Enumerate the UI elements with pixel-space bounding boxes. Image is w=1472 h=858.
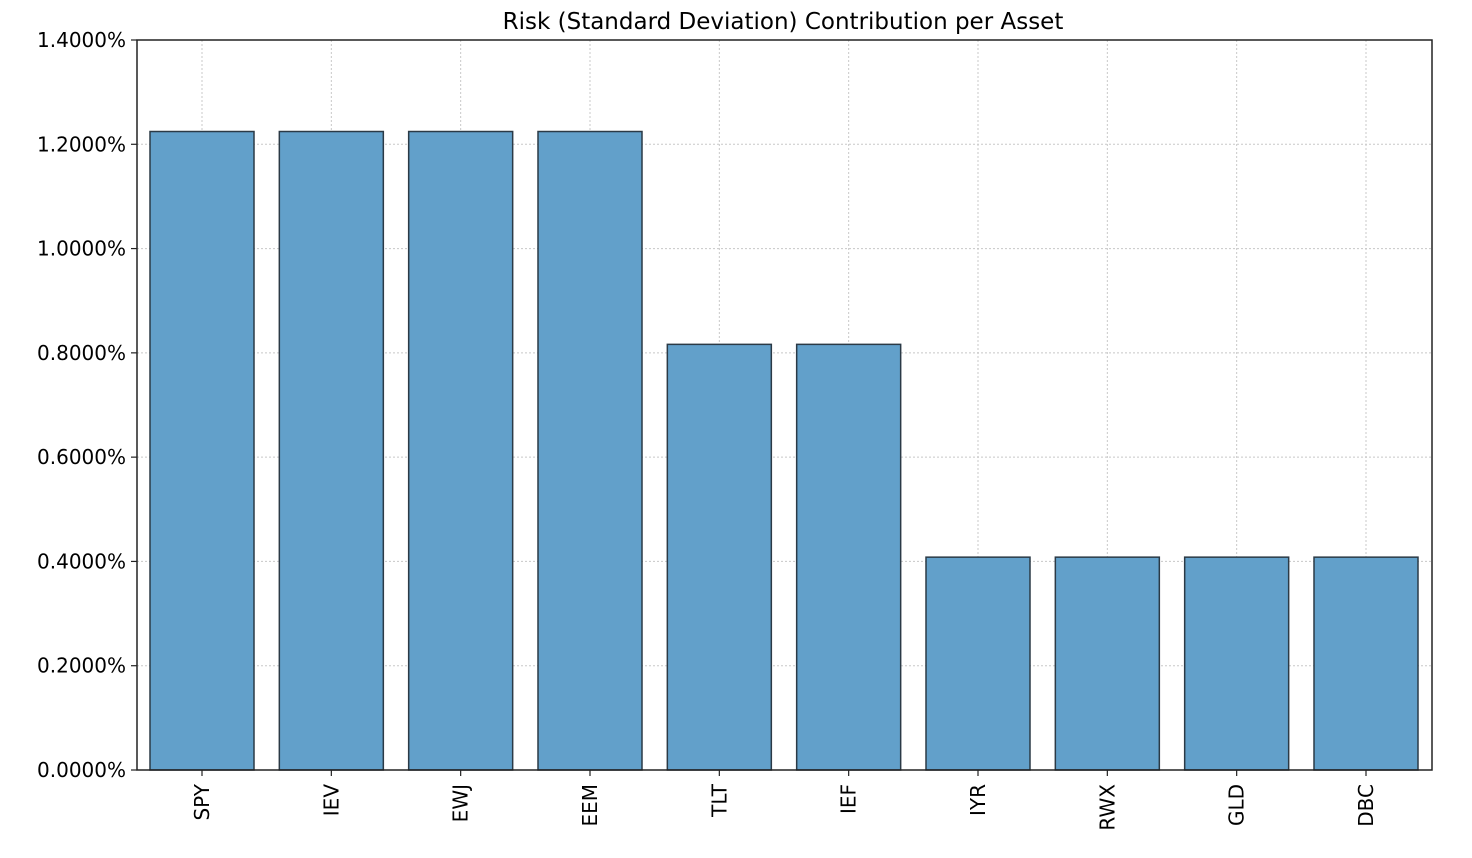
chart-title: Risk (Standard Deviation) Contribution p… <box>503 9 1064 35</box>
bar-eem <box>537 130 643 771</box>
bar-tlt <box>666 343 773 771</box>
y-tick-label: 0.2000% <box>37 654 126 678</box>
x-tick-label: EEM <box>578 784 602 827</box>
bar-ewj <box>407 130 514 771</box>
bar-gld <box>1183 556 1290 771</box>
x-tick-label: RWX <box>1095 784 1119 831</box>
y-tick-label: 1.2000% <box>37 132 126 156</box>
bar-iev <box>278 130 385 771</box>
y-tick-label: 1.0000% <box>37 237 126 261</box>
x-tick-label: GLD <box>1225 784 1249 826</box>
plot-area-frame <box>136 39 1433 771</box>
y-axis-ticks: 0.0000% 0.2000% 0.4000% 0.6000% 0.8000% 1.000… <box>37 28 137 782</box>
y-tick-label: 0.4000% <box>37 549 126 573</box>
x-axis-ticks: SPY IEV EWJ EEM TLT IEF IYR RWX GLD DBC <box>190 770 1378 831</box>
y-tick-label: 1.4000% <box>37 28 126 52</box>
bar-ief <box>795 343 902 771</box>
x-tick-label: DBC <box>1354 784 1378 827</box>
y-tick-label: 0.8000% <box>37 341 126 365</box>
y-tick-label: 0.6000% <box>37 445 126 469</box>
bars <box>149 130 1419 771</box>
x-tick-label: TLT <box>707 783 731 818</box>
y-tick-label: 0.0000% <box>37 758 126 782</box>
bar-iyr <box>925 556 1031 771</box>
x-tick-label: EWJ <box>449 784 473 822</box>
x-tick-label: IEV <box>319 784 343 817</box>
bar-spy <box>149 130 255 771</box>
x-tick-label: IYR <box>966 784 990 816</box>
bar-dbc <box>1313 556 1419 771</box>
bar-rwx <box>1054 556 1161 771</box>
x-tick-label: IEF <box>837 784 861 814</box>
x-tick-label: SPY <box>190 783 214 820</box>
